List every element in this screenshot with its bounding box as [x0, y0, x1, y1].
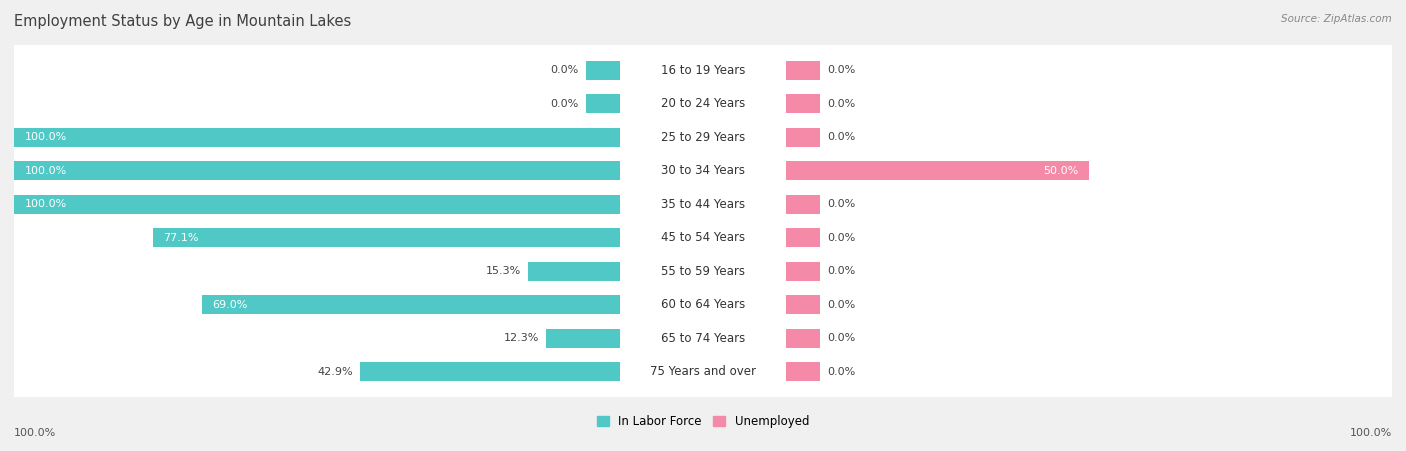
Bar	[786, 60, 820, 80]
Bar	[360, 362, 620, 382]
Text: 60 to 64 Years: 60 to 64 Years	[661, 298, 745, 311]
FancyBboxPatch shape	[4, 243, 1402, 300]
Bar	[786, 295, 820, 314]
Text: 0.0%: 0.0%	[827, 300, 855, 310]
Bar	[786, 362, 820, 382]
Bar	[153, 228, 620, 248]
Bar	[202, 295, 620, 314]
Bar	[546, 328, 620, 348]
FancyBboxPatch shape	[4, 309, 1402, 367]
Text: 30 to 34 Years: 30 to 34 Years	[661, 164, 745, 177]
Text: 12.3%: 12.3%	[503, 333, 538, 343]
Text: 100.0%: 100.0%	[14, 428, 56, 438]
FancyBboxPatch shape	[4, 209, 1402, 267]
Text: 50.0%: 50.0%	[1043, 166, 1078, 176]
Text: 69.0%: 69.0%	[212, 300, 247, 310]
Text: 0.0%: 0.0%	[827, 233, 855, 243]
Text: 20 to 24 Years: 20 to 24 Years	[661, 97, 745, 110]
Text: 100.0%: 100.0%	[24, 166, 66, 176]
Bar	[14, 161, 620, 180]
Text: 0.0%: 0.0%	[551, 65, 579, 75]
FancyBboxPatch shape	[4, 175, 1402, 233]
Bar	[786, 262, 820, 281]
FancyBboxPatch shape	[4, 142, 1402, 199]
Text: 0.0%: 0.0%	[827, 132, 855, 142]
Bar	[586, 94, 620, 114]
Text: 0.0%: 0.0%	[827, 199, 855, 209]
Text: 35 to 44 Years: 35 to 44 Years	[661, 198, 745, 211]
Legend: In Labor Force, Unemployed: In Labor Force, Unemployed	[592, 411, 814, 433]
Text: 0.0%: 0.0%	[551, 99, 579, 109]
Text: 100.0%: 100.0%	[24, 199, 66, 209]
FancyBboxPatch shape	[4, 276, 1402, 334]
Bar	[14, 194, 620, 214]
Text: 0.0%: 0.0%	[827, 266, 855, 276]
Bar	[527, 262, 620, 281]
Text: 42.9%: 42.9%	[318, 367, 353, 377]
Bar	[786, 161, 1088, 180]
Text: 16 to 19 Years: 16 to 19 Years	[661, 64, 745, 77]
Text: 25 to 29 Years: 25 to 29 Years	[661, 131, 745, 144]
Text: 0.0%: 0.0%	[827, 99, 855, 109]
Text: 65 to 74 Years: 65 to 74 Years	[661, 332, 745, 345]
Bar	[786, 128, 820, 147]
Bar	[786, 328, 820, 348]
Text: Employment Status by Age in Mountain Lakes: Employment Status by Age in Mountain Lak…	[14, 14, 352, 28]
Bar	[14, 128, 620, 147]
Text: 0.0%: 0.0%	[827, 333, 855, 343]
Bar	[786, 94, 820, 114]
Text: 100.0%: 100.0%	[1350, 428, 1392, 438]
Bar	[586, 60, 620, 80]
FancyBboxPatch shape	[4, 108, 1402, 166]
Text: 77.1%: 77.1%	[163, 233, 198, 243]
Bar	[786, 228, 820, 248]
Text: 0.0%: 0.0%	[827, 65, 855, 75]
FancyBboxPatch shape	[4, 343, 1402, 400]
Text: 15.3%: 15.3%	[485, 266, 520, 276]
Text: 45 to 54 Years: 45 to 54 Years	[661, 231, 745, 244]
Text: 75 Years and over: 75 Years and over	[650, 365, 756, 378]
Text: 100.0%: 100.0%	[24, 132, 66, 142]
Text: 0.0%: 0.0%	[827, 367, 855, 377]
Text: 55 to 59 Years: 55 to 59 Years	[661, 265, 745, 278]
FancyBboxPatch shape	[4, 75, 1402, 133]
Bar	[786, 194, 820, 214]
Text: Source: ZipAtlas.com: Source: ZipAtlas.com	[1281, 14, 1392, 23]
FancyBboxPatch shape	[4, 41, 1402, 99]
